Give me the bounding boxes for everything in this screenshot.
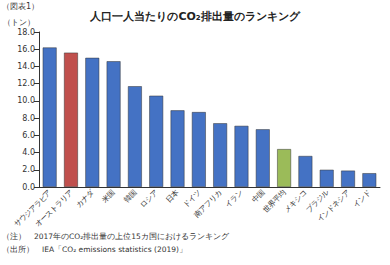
svg-text:14.0: 14.0 bbox=[17, 62, 35, 71]
svg-text:インド: インド bbox=[351, 188, 372, 209]
svg-text:ブラジル: ブラジル bbox=[303, 187, 330, 214]
svg-text:（トン）: （トン） bbox=[3, 18, 35, 27]
svg-text:12.0: 12.0 bbox=[17, 79, 35, 88]
svg-text:（出所） IEA「CO₂ emissions statist: （出所） IEA「CO₂ emissions statistics (2019)… bbox=[2, 245, 187, 254]
svg-text:2.0: 2.0 bbox=[22, 165, 35, 174]
svg-text:（注） 2017年のCO₂排出量の上位15カ国におけるランキ: （注） 2017年のCO₂排出量の上位15カ国におけるランキング bbox=[2, 232, 230, 241]
svg-text:0.0: 0.0 bbox=[22, 183, 35, 192]
svg-text:イラン: イラン bbox=[223, 188, 244, 209]
svg-text:メキシコ: メキシコ bbox=[282, 188, 308, 214]
svg-text:ロシア: ロシア bbox=[138, 188, 159, 209]
svg-text:8.0: 8.0 bbox=[22, 114, 35, 123]
svg-text:（図表1）: （図表1） bbox=[2, 2, 39, 11]
svg-text:16.0: 16.0 bbox=[17, 45, 35, 54]
svg-text:世界平均: 世界平均 bbox=[261, 188, 287, 214]
svg-text:中国: 中国 bbox=[250, 188, 266, 204]
svg-text:人口一人当たりのCO₂排出量のランキング: 人口一人当たりのCO₂排出量のランキング bbox=[89, 10, 300, 23]
svg-text:ドイツ: ドイツ bbox=[180, 187, 202, 209]
svg-text:4.0: 4.0 bbox=[22, 148, 35, 157]
svg-text:米国: 米国 bbox=[101, 188, 117, 204]
svg-text:南アフリカ: 南アフリカ bbox=[192, 188, 223, 219]
svg-text:サウジアラビア: サウジアラビア bbox=[11, 187, 53, 229]
svg-text:18.0: 18.0 bbox=[17, 28, 35, 37]
svg-text:日本: 日本 bbox=[164, 188, 180, 204]
svg-text:10.0: 10.0 bbox=[17, 96, 35, 105]
svg-text:オーストラリア: オーストラリア bbox=[33, 188, 74, 229]
svg-text:インドネシア: インドネシア bbox=[315, 188, 351, 224]
svg-text:6.0: 6.0 bbox=[22, 131, 35, 140]
svg-text:カナダ: カナダ bbox=[74, 187, 96, 209]
svg-text:韓国: 韓国 bbox=[122, 188, 138, 204]
